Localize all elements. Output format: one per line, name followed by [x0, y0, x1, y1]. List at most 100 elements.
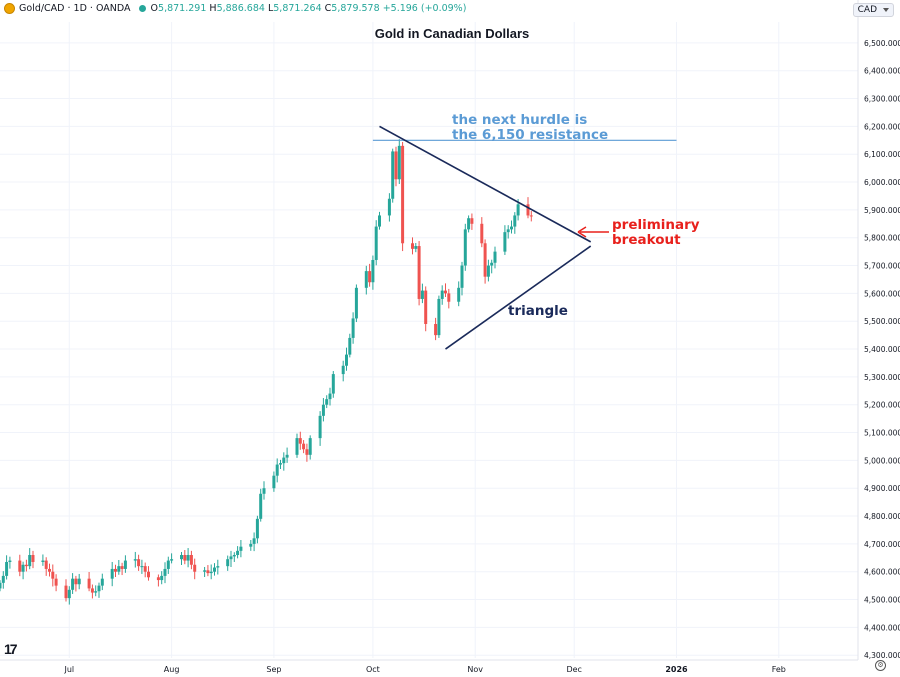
candle-body — [236, 550, 240, 556]
candle-body — [209, 571, 213, 574]
breakout-annotation-line1: preliminary — [612, 217, 700, 233]
candle-body — [77, 578, 81, 585]
candle-body — [348, 337, 352, 355]
open-label: O — [150, 3, 159, 14]
y-tick-label: 5,600.000 — [864, 289, 900, 298]
candle-body — [239, 546, 243, 551]
candle-body — [295, 438, 299, 455]
x-tick-label: Jul — [63, 665, 74, 674]
candle-body — [529, 215, 533, 217]
chart-title: Gold in Canadian Dollars — [375, 26, 530, 41]
candle-body — [249, 543, 253, 547]
candle-body — [321, 404, 325, 416]
triangle-label: triangle — [508, 303, 568, 319]
candle-body — [183, 555, 187, 561]
candle-body — [305, 449, 309, 455]
y-tick-label: 6,500.000 — [864, 39, 900, 48]
candle-body — [463, 229, 467, 266]
candle-body — [94, 591, 98, 593]
candle-body — [123, 560, 127, 569]
candle-body — [166, 560, 170, 569]
gear-icon[interactable]: ⚙ — [875, 660, 886, 671]
candle-body — [133, 559, 137, 561]
candle-body — [117, 566, 121, 572]
candle-body — [513, 215, 517, 227]
resistance-annotation-line2: the 6,150 resistance — [452, 127, 608, 143]
candle-body — [486, 265, 490, 277]
candle-body — [434, 323, 438, 336]
candle-body — [401, 145, 405, 244]
candle-body — [5, 561, 9, 576]
x-tick-label: Dec — [566, 665, 581, 674]
candle-body — [285, 454, 289, 458]
candle-body — [87, 578, 91, 589]
candle-body — [351, 318, 355, 338]
candle-body — [64, 585, 68, 599]
candle-body — [364, 271, 368, 288]
y-tick-label: 5,500.000 — [864, 317, 900, 326]
candle-body — [170, 559, 174, 561]
candle-body — [457, 287, 461, 302]
candle-body — [493, 251, 497, 263]
candle-body — [275, 464, 279, 476]
candle-body — [259, 493, 263, 519]
candle-body — [44, 560, 48, 569]
low-value: 5,871.264 — [273, 3, 322, 14]
candle-body — [180, 555, 183, 560]
candle-body — [48, 568, 51, 572]
candle-body — [467, 218, 471, 230]
candle-body — [213, 567, 216, 572]
y-tick-label: 4,900.000 — [864, 484, 900, 493]
candle-body — [282, 457, 286, 464]
candle-body — [460, 265, 464, 288]
candle-body — [490, 262, 494, 266]
candle-body — [206, 570, 210, 574]
symbol-header: Gold/CAD · 1D · OANDA O 5,871.291 H 5,886.… — [4, 3, 466, 14]
candle-body — [1, 575, 5, 583]
candle-body — [483, 243, 487, 277]
y-tick-label: 5,000.000 — [864, 456, 900, 465]
currency-selector[interactable]: CAD — [852, 3, 894, 17]
candle-body — [186, 555, 190, 561]
candle-body — [97, 585, 101, 592]
y-tick-label: 5,700.000 — [864, 262, 900, 271]
candle-body — [302, 443, 306, 450]
candle-body — [437, 298, 441, 336]
y-tick-label: 5,100.000 — [864, 429, 900, 438]
candle-body — [470, 218, 474, 224]
candle-body — [54, 578, 58, 586]
candle-body — [318, 415, 322, 439]
candle-body — [18, 560, 22, 572]
candle-body — [387, 198, 391, 216]
close-label: C — [324, 3, 332, 14]
candle-body — [51, 571, 55, 579]
gold-coin-icon — [4, 3, 15, 14]
candle-body — [506, 229, 510, 233]
candle-body — [325, 399, 329, 405]
tradingview-logo[interactable]: 17 — [4, 641, 18, 657]
x-tick-label: Oct — [366, 665, 380, 674]
symbol-label[interactable]: Gold/CAD · 1D · OANDA — [19, 3, 131, 14]
candle-body — [397, 145, 401, 180]
triangle-lower-line — [445, 245, 592, 350]
candle-body — [394, 151, 398, 180]
x-tick-label: Sep — [266, 665, 281, 674]
y-tick-label: 5,800.000 — [864, 234, 900, 243]
y-tick-label: 6,300.000 — [864, 95, 900, 104]
candle-body — [440, 290, 444, 299]
candle-body — [203, 570, 207, 572]
y-tick-label: 5,900.000 — [864, 206, 900, 215]
candle-body — [480, 223, 484, 244]
x-tick-label: 2026 — [665, 665, 688, 674]
candle-body — [41, 560, 45, 562]
candle-body — [444, 290, 447, 294]
candle-body — [28, 555, 32, 567]
resistance-annotation-line1: the next hurdle is — [452, 112, 587, 128]
candle-body — [137, 559, 141, 567]
candle-body — [0, 582, 2, 589]
y-tick-label: 4,500.000 — [864, 596, 900, 605]
y-tick-label: 4,400.000 — [864, 623, 900, 632]
candle-body — [308, 438, 312, 455]
candle-body — [368, 271, 372, 283]
